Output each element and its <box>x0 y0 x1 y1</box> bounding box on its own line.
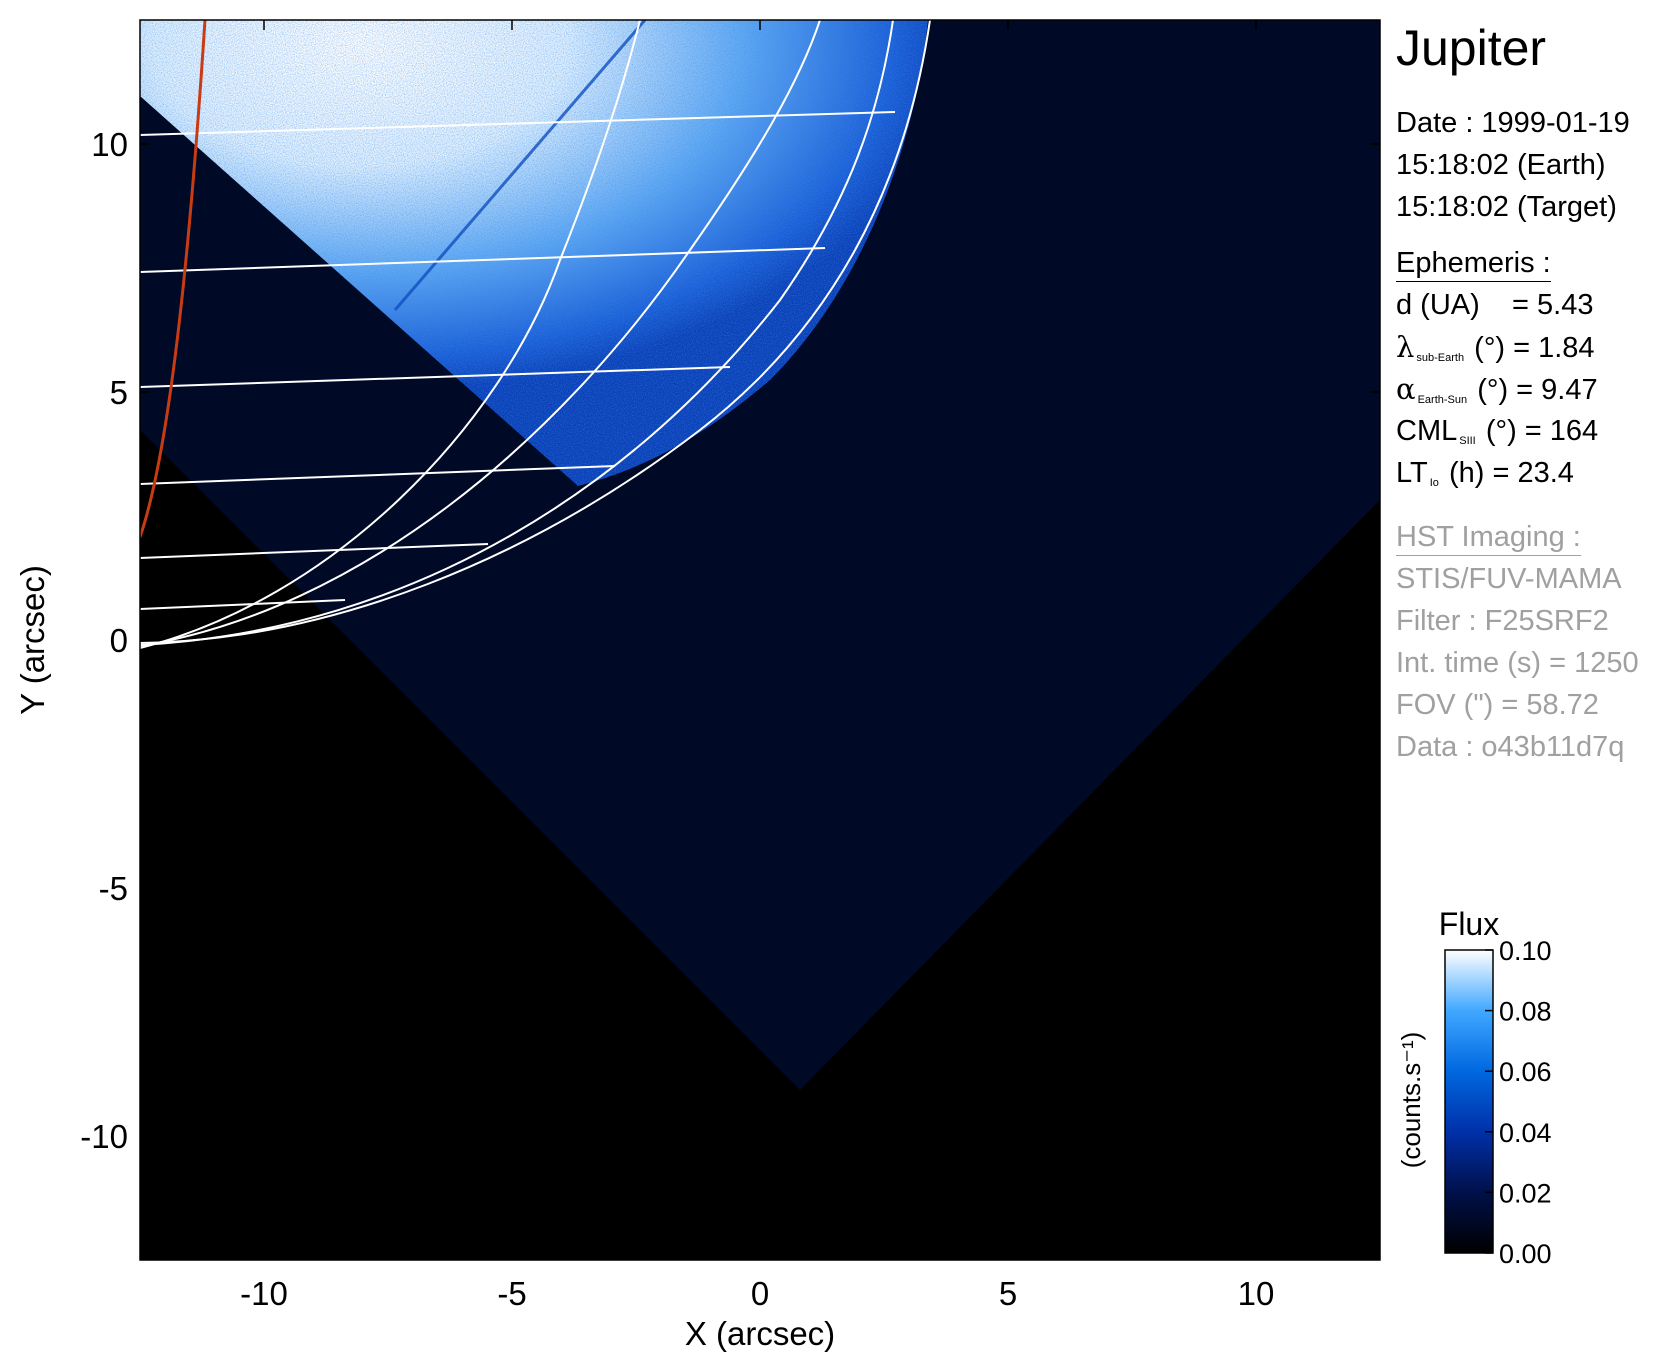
alpha-subscript: Earth-Sun <box>1417 394 1468 406</box>
planet-title: Jupiter <box>1396 20 1547 76</box>
info-panel: Date : 1999-01-19 15:18:02 (Earth) 15:18… <box>1396 102 1639 768</box>
colorbar-label: (counts.s⁻¹) <box>1396 1032 1426 1169</box>
y-axis: -10 -5 0 5 10 <box>80 126 1380 1155</box>
cml-row: CML SIII (°) = 164 <box>1396 410 1639 452</box>
alpha-value: (°) = 9.47 <box>1477 374 1598 406</box>
y-tick-label: 5 <box>110 374 128 411</box>
x-axis: -10 -5 0 5 10 <box>240 20 1274 1312</box>
colorbar-tick-label: 0.04 <box>1499 1118 1552 1148</box>
latitude-line <box>140 465 616 485</box>
time-target: 15:18:02 (Target) <box>1396 191 1617 223</box>
instrument: STIS/FUV-MAMA <box>1396 563 1622 595</box>
latitude-line <box>140 543 489 559</box>
colorbar-ticks: 0.00 0.02 0.04 0.06 0.08 0.10 <box>1485 936 1552 1269</box>
lt-row: LT Io (h) = 23.4 <box>1396 452 1639 494</box>
longitude-line <box>140 20 894 646</box>
latitude-line <box>140 599 346 610</box>
x-tick-label: 0 <box>751 1275 769 1312</box>
ephemeris-heading: Ephemeris : <box>1396 245 1551 282</box>
latitude-row: λ sub-Earth (°) = 1.84 <box>1396 326 1639 368</box>
distance-row: d (UA) = 5.43 <box>1396 284 1639 326</box>
x-tick-label: 5 <box>999 1275 1017 1312</box>
field-of-view: FOV (") = 58.72 <box>1396 689 1599 721</box>
hst-heading: HST Imaging : <box>1396 519 1581 556</box>
x-tick-label: -5 <box>497 1275 526 1312</box>
lambda-value: (°) = 1.84 <box>1474 332 1595 364</box>
data-id: Data : o43b11d7q <box>1396 731 1625 763</box>
x-axis-label: X (arcsec) <box>685 1315 835 1352</box>
latitude-line <box>140 366 731 388</box>
reference-orbit-line <box>140 20 207 538</box>
time-earth: 15:18:02 (Earth) <box>1396 149 1606 181</box>
phase-row: α Earth-Sun (°) = 9.47 <box>1396 368 1639 410</box>
longitude-line <box>140 20 641 649</box>
cml-value: (°) = 164 <box>1485 415 1599 447</box>
lt-subscript: Io <box>1429 477 1439 489</box>
colorbar-title: Flux <box>1439 906 1499 942</box>
date-line: Date : 1999-01-19 <box>1396 107 1630 139</box>
latitude-line <box>140 247 826 273</box>
longitude-line <box>140 20 821 647</box>
y-tick-label: 0 <box>110 622 128 659</box>
x-tick-label: -10 <box>240 1275 288 1312</box>
latitude-line <box>140 111 896 136</box>
y-tick-label: -5 <box>99 870 128 907</box>
colorbar <box>1444 949 1494 1254</box>
colorbar-tick-label: 0.08 <box>1499 997 1552 1027</box>
integration-time: Int. time (s) = 1250 <box>1396 647 1639 679</box>
disc-noise-texture <box>140 20 928 486</box>
filter: Filter : F25SRF2 <box>1396 605 1609 637</box>
colorbar-tick-label: 0.02 <box>1499 1178 1552 1208</box>
cml-subscript: SIII <box>1459 435 1476 447</box>
limb-line <box>140 20 931 644</box>
y-axis-label: Y (arcsec) <box>14 565 51 715</box>
colorbar-tick-label: 0.00 <box>1499 1239 1552 1269</box>
lambda-subscript: sub-Earth <box>1416 352 1465 364</box>
lt-value: (h) = 23.4 <box>1448 457 1574 489</box>
lt-label: LT <box>1396 457 1428 489</box>
y-tick-label: -10 <box>80 1118 128 1155</box>
lat-lon-grid <box>140 20 931 649</box>
alpha-symbol: α <box>1396 372 1416 406</box>
distance-label: d (UA) <box>1396 289 1480 321</box>
lambda-symbol: λ <box>1396 330 1415 364</box>
y-tick-label: 10 <box>91 126 128 163</box>
x-tick-label: 10 <box>1238 1275 1275 1312</box>
cml-label: CML <box>1396 415 1458 447</box>
colorbar-tick-label: 0.10 <box>1499 936 1552 966</box>
colorbar-tick-label: 0.06 <box>1499 1057 1552 1087</box>
distance-value: = 5.43 <box>1512 289 1594 321</box>
